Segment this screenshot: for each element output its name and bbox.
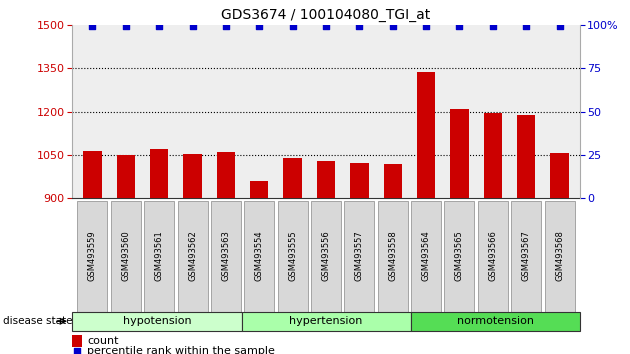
Point [255,23,265,28]
FancyBboxPatch shape [378,200,408,312]
Bar [384,164,402,198]
FancyBboxPatch shape [411,312,580,331]
FancyBboxPatch shape [244,200,274,312]
Point [188,23,198,28]
Text: GSM493564: GSM493564 [421,231,431,281]
Text: disease state: disease state [3,316,72,326]
Bar [450,109,469,198]
FancyBboxPatch shape [72,312,241,331]
Text: hypotension: hypotension [123,316,192,326]
Text: GSM493555: GSM493555 [288,231,297,281]
FancyBboxPatch shape [511,200,541,312]
Bar [117,155,135,198]
FancyBboxPatch shape [111,200,141,312]
Point [421,23,431,28]
FancyBboxPatch shape [411,200,441,312]
Point [454,23,464,28]
Bar [517,115,536,198]
Text: GSM493561: GSM493561 [155,231,164,281]
Bar [317,161,335,198]
Bar [350,163,369,198]
Bar [83,150,101,198]
FancyBboxPatch shape [478,200,508,312]
Point [321,23,331,28]
FancyBboxPatch shape [345,200,374,312]
Text: percentile rank within the sample: percentile rank within the sample [88,347,275,354]
Text: GSM493558: GSM493558 [388,231,398,281]
Text: GSM493563: GSM493563 [221,230,231,281]
FancyBboxPatch shape [445,200,474,312]
Text: GSM493562: GSM493562 [188,231,197,281]
Point [72,349,83,354]
FancyBboxPatch shape [144,200,175,312]
Point [88,23,98,28]
Title: GDS3674 / 100104080_TGI_at: GDS3674 / 100104080_TGI_at [221,8,431,22]
FancyBboxPatch shape [77,200,108,312]
FancyBboxPatch shape [241,312,411,331]
Point [221,23,231,28]
Point [354,23,364,28]
FancyBboxPatch shape [211,200,241,312]
Text: normotension: normotension [457,316,534,326]
Text: GSM493568: GSM493568 [555,230,564,281]
Bar [484,113,502,198]
Bar [284,158,302,198]
Text: count: count [88,336,119,346]
Point [554,23,564,28]
Point [154,23,164,28]
Text: GSM493566: GSM493566 [488,230,497,281]
FancyBboxPatch shape [544,200,575,312]
Point [387,23,398,28]
Bar [183,154,202,198]
Point [521,23,531,28]
Bar [551,153,569,198]
Bar [417,72,435,198]
FancyBboxPatch shape [278,200,307,312]
Bar [250,181,268,198]
FancyBboxPatch shape [311,200,341,312]
FancyBboxPatch shape [178,200,207,312]
Text: GSM493565: GSM493565 [455,231,464,281]
Text: GSM493559: GSM493559 [88,231,97,281]
Point [288,23,298,28]
Bar [150,149,168,198]
Text: GSM493567: GSM493567 [522,230,530,281]
Text: GSM493554: GSM493554 [255,231,264,281]
Text: hypertension: hypertension [289,316,363,326]
Point [488,23,498,28]
Text: GSM493557: GSM493557 [355,231,364,281]
Bar [72,335,83,347]
Bar [217,152,235,198]
Text: GSM493556: GSM493556 [321,231,331,281]
Text: GSM493560: GSM493560 [122,231,130,281]
Point [121,23,131,28]
